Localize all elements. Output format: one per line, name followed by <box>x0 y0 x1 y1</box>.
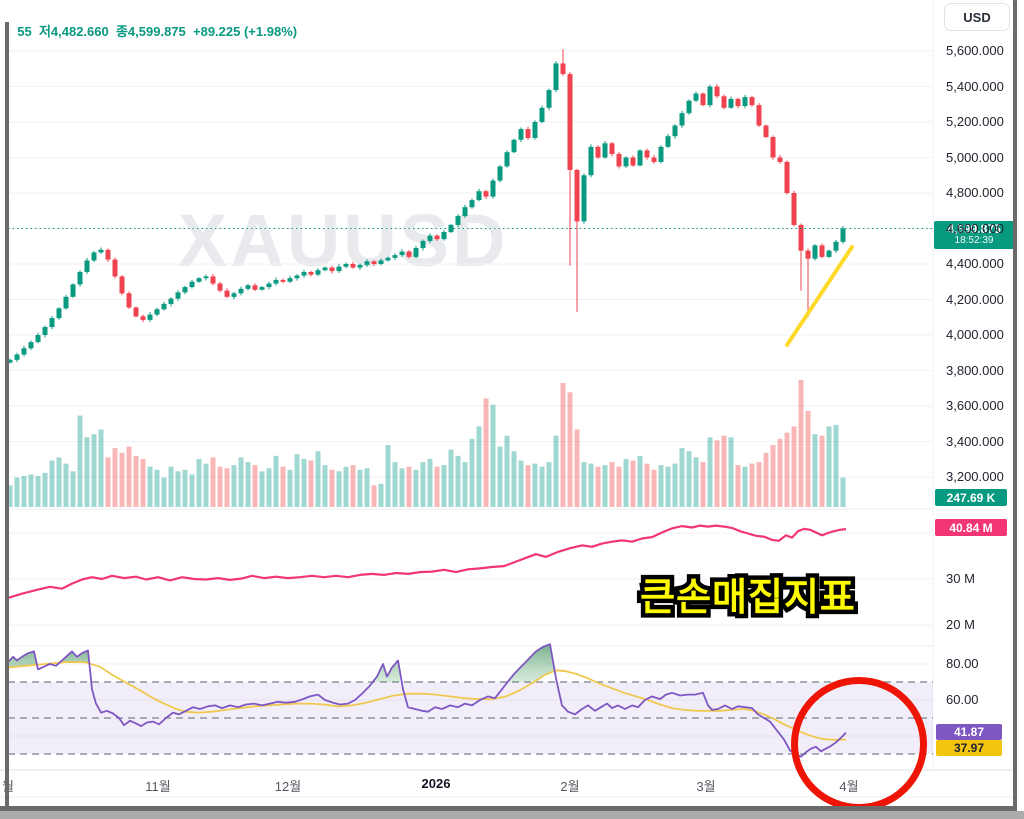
indicator-axis-label: 30 M <box>946 571 975 586</box>
frame-bottom-outer <box>0 811 1024 819</box>
price-axis-label: 3,600.000 <box>946 398 1004 413</box>
time-axis-label[interactable]: 3월 <box>696 779 716 794</box>
time-axis-label[interactable]: 11월 <box>145 779 171 794</box>
trendline[interactable] <box>785 245 854 347</box>
frame-bottom <box>0 806 1017 811</box>
annotation-text: 큰손매집지표 <box>640 577 856 619</box>
high-fragment: 55 <box>17 24 32 39</box>
price-axis-label: 5,600.000 <box>946 43 1004 58</box>
price-axis-label: 5,000.000 <box>946 149 1004 165</box>
indicator-axis-label: 60.00 <box>946 692 979 707</box>
frame-right <box>1013 0 1017 806</box>
volume-badge: 247.69 K <box>935 489 1007 506</box>
rsi-overbought-fill <box>508 644 554 682</box>
current-price-time: 18:52:39 <box>954 235 994 246</box>
rsi-ma-value-badge: 37.97 <box>936 740 1002 756</box>
indicator-axis-label: 80.00 <box>946 656 979 671</box>
current-price-badge: 4,599.875 18:52:39 <box>934 221 1014 249</box>
price-axis-label: 4,000.000 <box>946 327 1004 342</box>
frame-left <box>5 22 9 806</box>
candles <box>7 49 846 364</box>
price-axis-label: 5,200.000 <box>946 114 1004 129</box>
currency-button[interactable]: USD <box>944 3 1010 31</box>
indicator-axis-label: 20 M <box>946 617 975 632</box>
symbol-watermark: XAUUSD <box>178 199 509 282</box>
ohlc-info: 55 저4,482.660 종4,599.875 +89.225 (+1.98%… <box>10 6 297 40</box>
price-axis-label: 4,800.000 <box>946 185 1004 200</box>
rsi-overbought-fill <box>8 651 36 668</box>
price-axis-label: 4,400.000 <box>946 256 1004 271</box>
rsi-line <box>7 643 847 758</box>
rsi-overbought-fill <box>60 650 88 664</box>
time-axis-label[interactable]: 2월 <box>560 779 580 794</box>
low-value: 저4,482.660 <box>38 24 109 39</box>
price-axis-label: 3,800.000 <box>946 362 1004 378</box>
price-axis-label: 3,200.000 <box>946 469 1004 484</box>
rsi-ma-line <box>7 661 846 741</box>
price-axis-label: 3,400.000 <box>946 433 1004 449</box>
time-axis-label[interactable]: 4월 <box>839 779 859 794</box>
accumulation-line-badge: 40.84 M <box>935 519 1007 536</box>
current-price-value: 4,599.875 <box>947 222 1001 236</box>
time-axis-label[interactable]: 12월 <box>274 779 302 794</box>
close-value: 종4,599.875 <box>115 24 186 39</box>
change-value: +89.225 (+1.98%) <box>193 24 298 39</box>
accumulation-line <box>7 524 847 599</box>
volume-bars <box>7 379 846 507</box>
price-axis-label: 5,400.000 <box>946 78 1004 94</box>
price-axis-label: 4,600.000 <box>946 220 1004 236</box>
rsi-value-badge: 41.87 <box>936 724 1002 740</box>
price-axis-label: 4,200.000 <box>946 291 1004 307</box>
time-axis-label[interactable]: 2026 <box>421 776 451 791</box>
